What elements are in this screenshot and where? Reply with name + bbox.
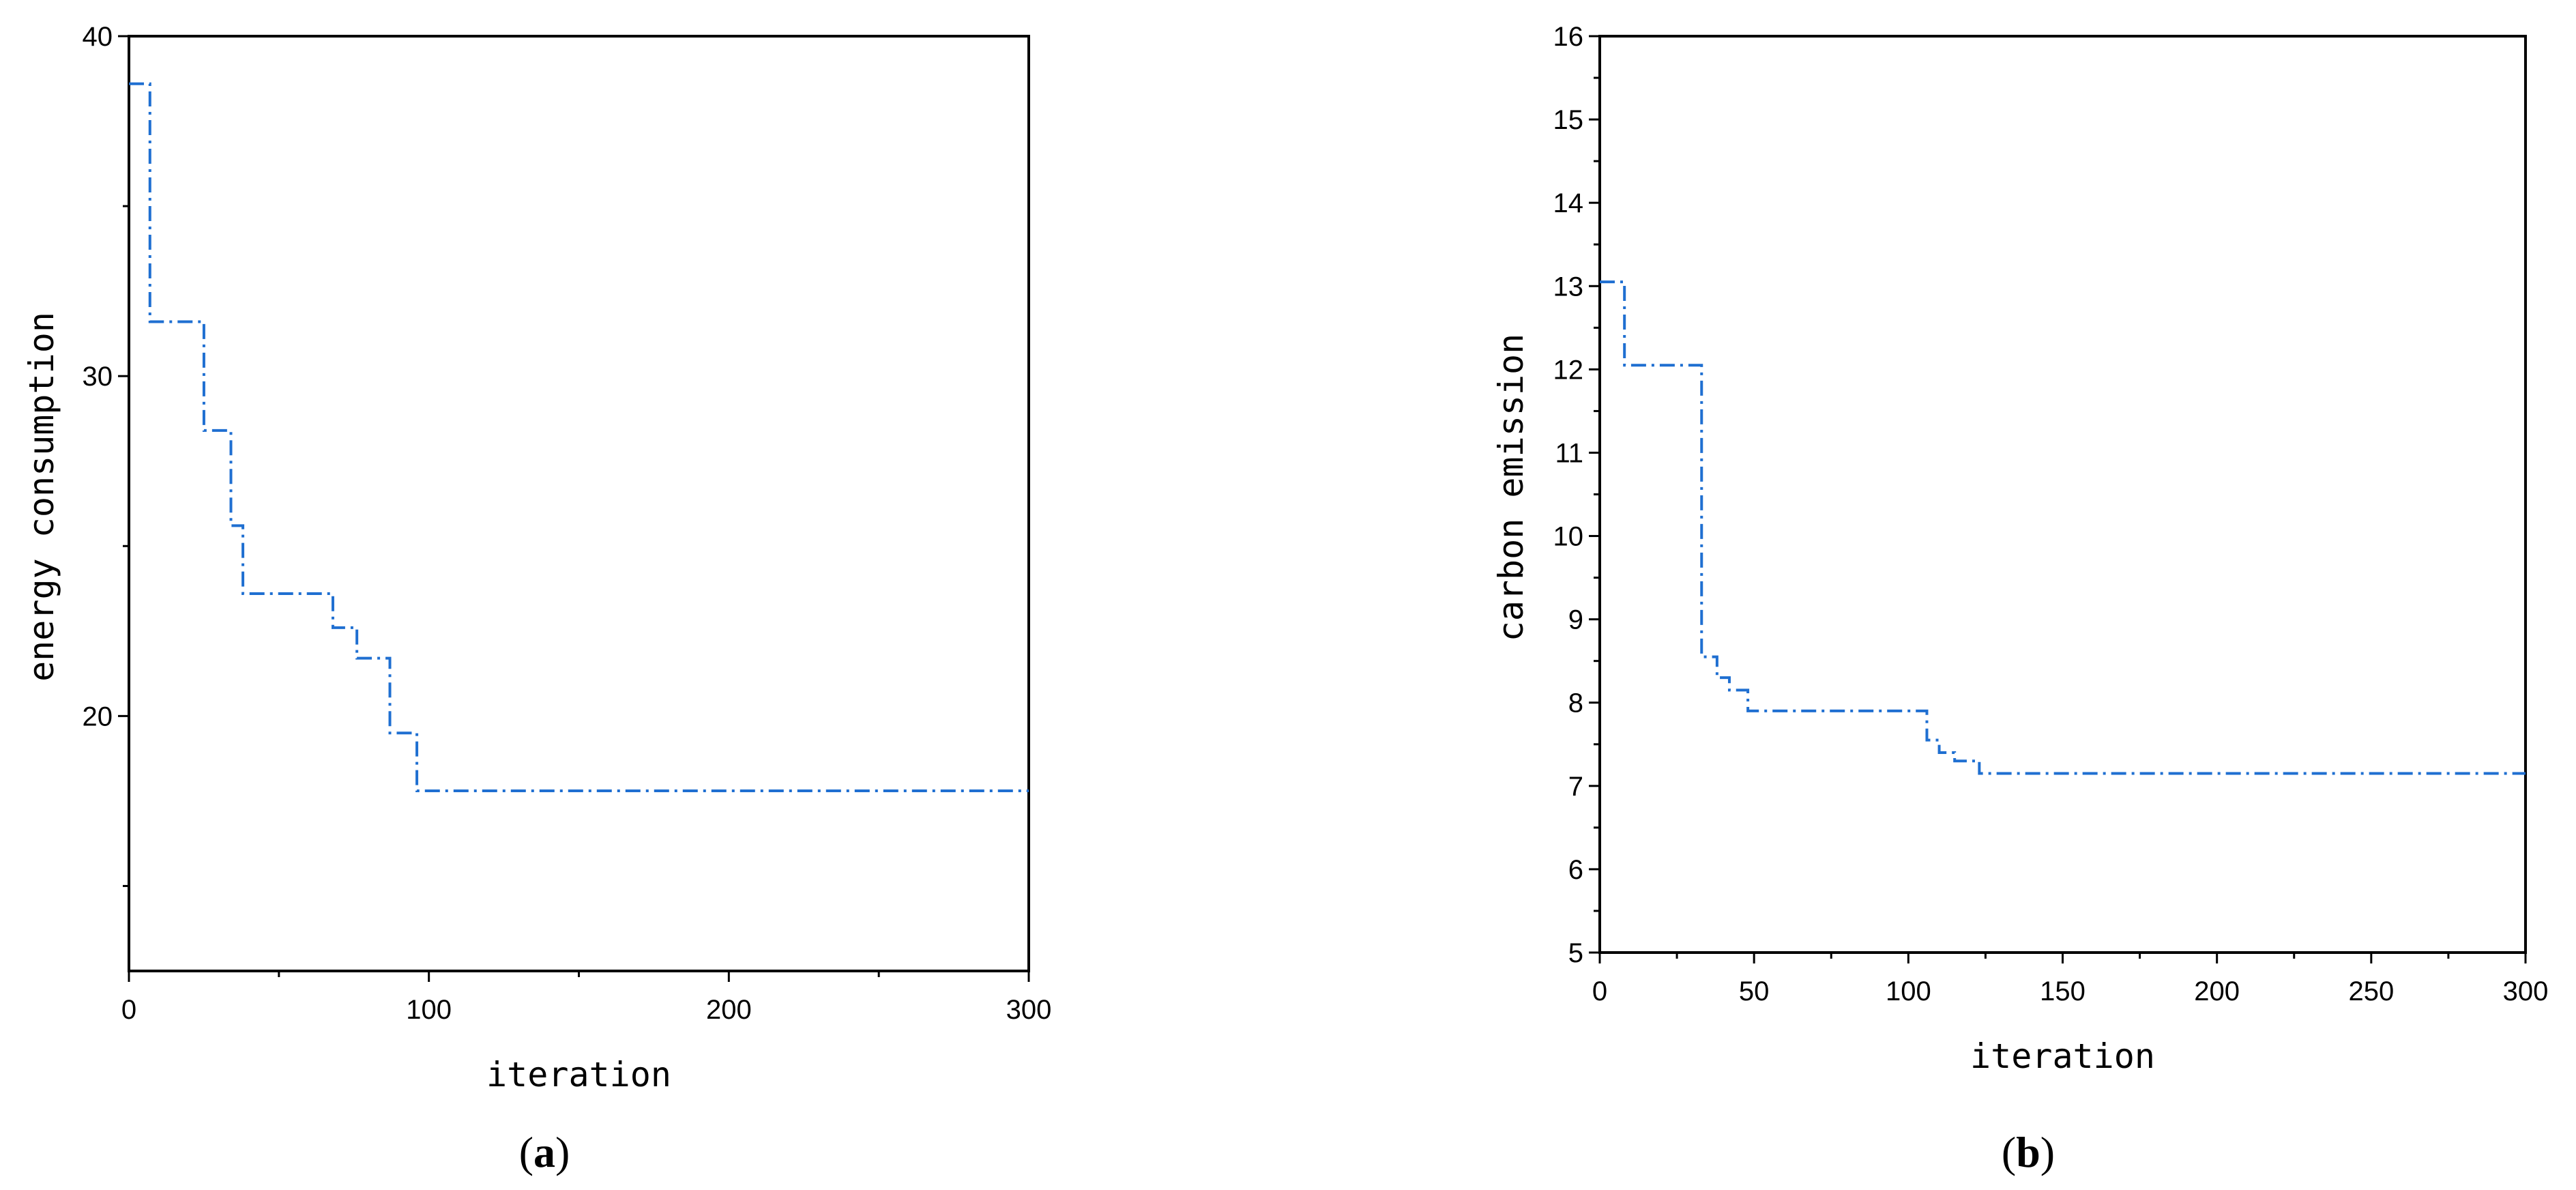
x-tick-label: 300 [2503,976,2549,1006]
x-tick-label: 200 [706,995,752,1025]
panel-caption: (b) [2002,1128,2055,1176]
caption-paren-close: ) [555,1128,570,1176]
x-tick-label: 250 [2348,976,2394,1006]
y-tick-label: 5 [1568,938,1583,968]
x-tick-label: 0 [121,995,136,1025]
chart-panel-b: 0 50 100 150 200 250 300 5 6 7 8 9 10 11 12 13 14 15 16 i… [1491,22,2548,1176]
y-tick-label: 9 [1568,605,1583,635]
series-line [1600,280,2526,775]
y-tick-label: 15 [1553,105,1584,135]
y-tick-label: 11 [1555,438,1583,468]
y-tick-labels: 5 6 7 8 9 10 11 12 13 14 15 16 [1553,22,1584,968]
y-axis-label: energy consumption [22,312,61,682]
y-tick-label: 12 [1553,355,1584,385]
y-tick-label: 13 [1553,272,1584,302]
caption-paren-close: ) [2040,1128,2055,1176]
y-axis-label: carbon emission [1491,334,1531,642]
x-tick-labels: 0 50 100 150 200 250 300 [1592,976,2549,1006]
panel-caption: (a) [519,1128,570,1176]
x-tick-label: 0 [1592,976,1607,1006]
y-tick-labels: 20 30 40 [83,22,113,731]
y-tick-label: 40 [83,22,113,52]
caption-paren-open: ( [2002,1128,2016,1176]
caption-paren-open: ( [519,1128,533,1176]
y-tick-label: 7 [1568,772,1583,802]
y-tick-label: 20 [83,701,113,731]
y-tick-label: 8 [1568,688,1583,719]
x-axis-label: iteration [486,1055,671,1094]
y-tick-label: 16 [1553,22,1584,52]
caption-letter: b [2016,1128,2040,1176]
x-axis-label: iteration [1970,1036,2155,1076]
series-line [129,82,1029,792]
y-tick-label: 30 [83,362,113,392]
plot-area-frame [1598,35,2527,954]
x-tick-label: 200 [2194,976,2240,1006]
caption-letter: a [533,1128,555,1176]
x-tick-label: 150 [2040,976,2085,1006]
x-tick-labels: 0 100 200 300 [121,995,1052,1025]
x-tick-label: 100 [1886,976,1931,1006]
plot-area-frame [128,35,1030,972]
y-tick-label: 6 [1568,855,1583,885]
chart-panel-a: 0 100 200 300 20 30 40 iteration energy consu… [22,22,1051,1176]
x-tick-label: 100 [406,995,452,1025]
y-tick-label: 14 [1553,188,1584,218]
x-tick-label: 50 [1739,976,1770,1006]
y-tick-label: 10 [1553,522,1584,552]
tick-marks [1589,35,2527,963]
tick-marks [118,35,1030,982]
x-tick-label: 300 [1006,995,1052,1025]
